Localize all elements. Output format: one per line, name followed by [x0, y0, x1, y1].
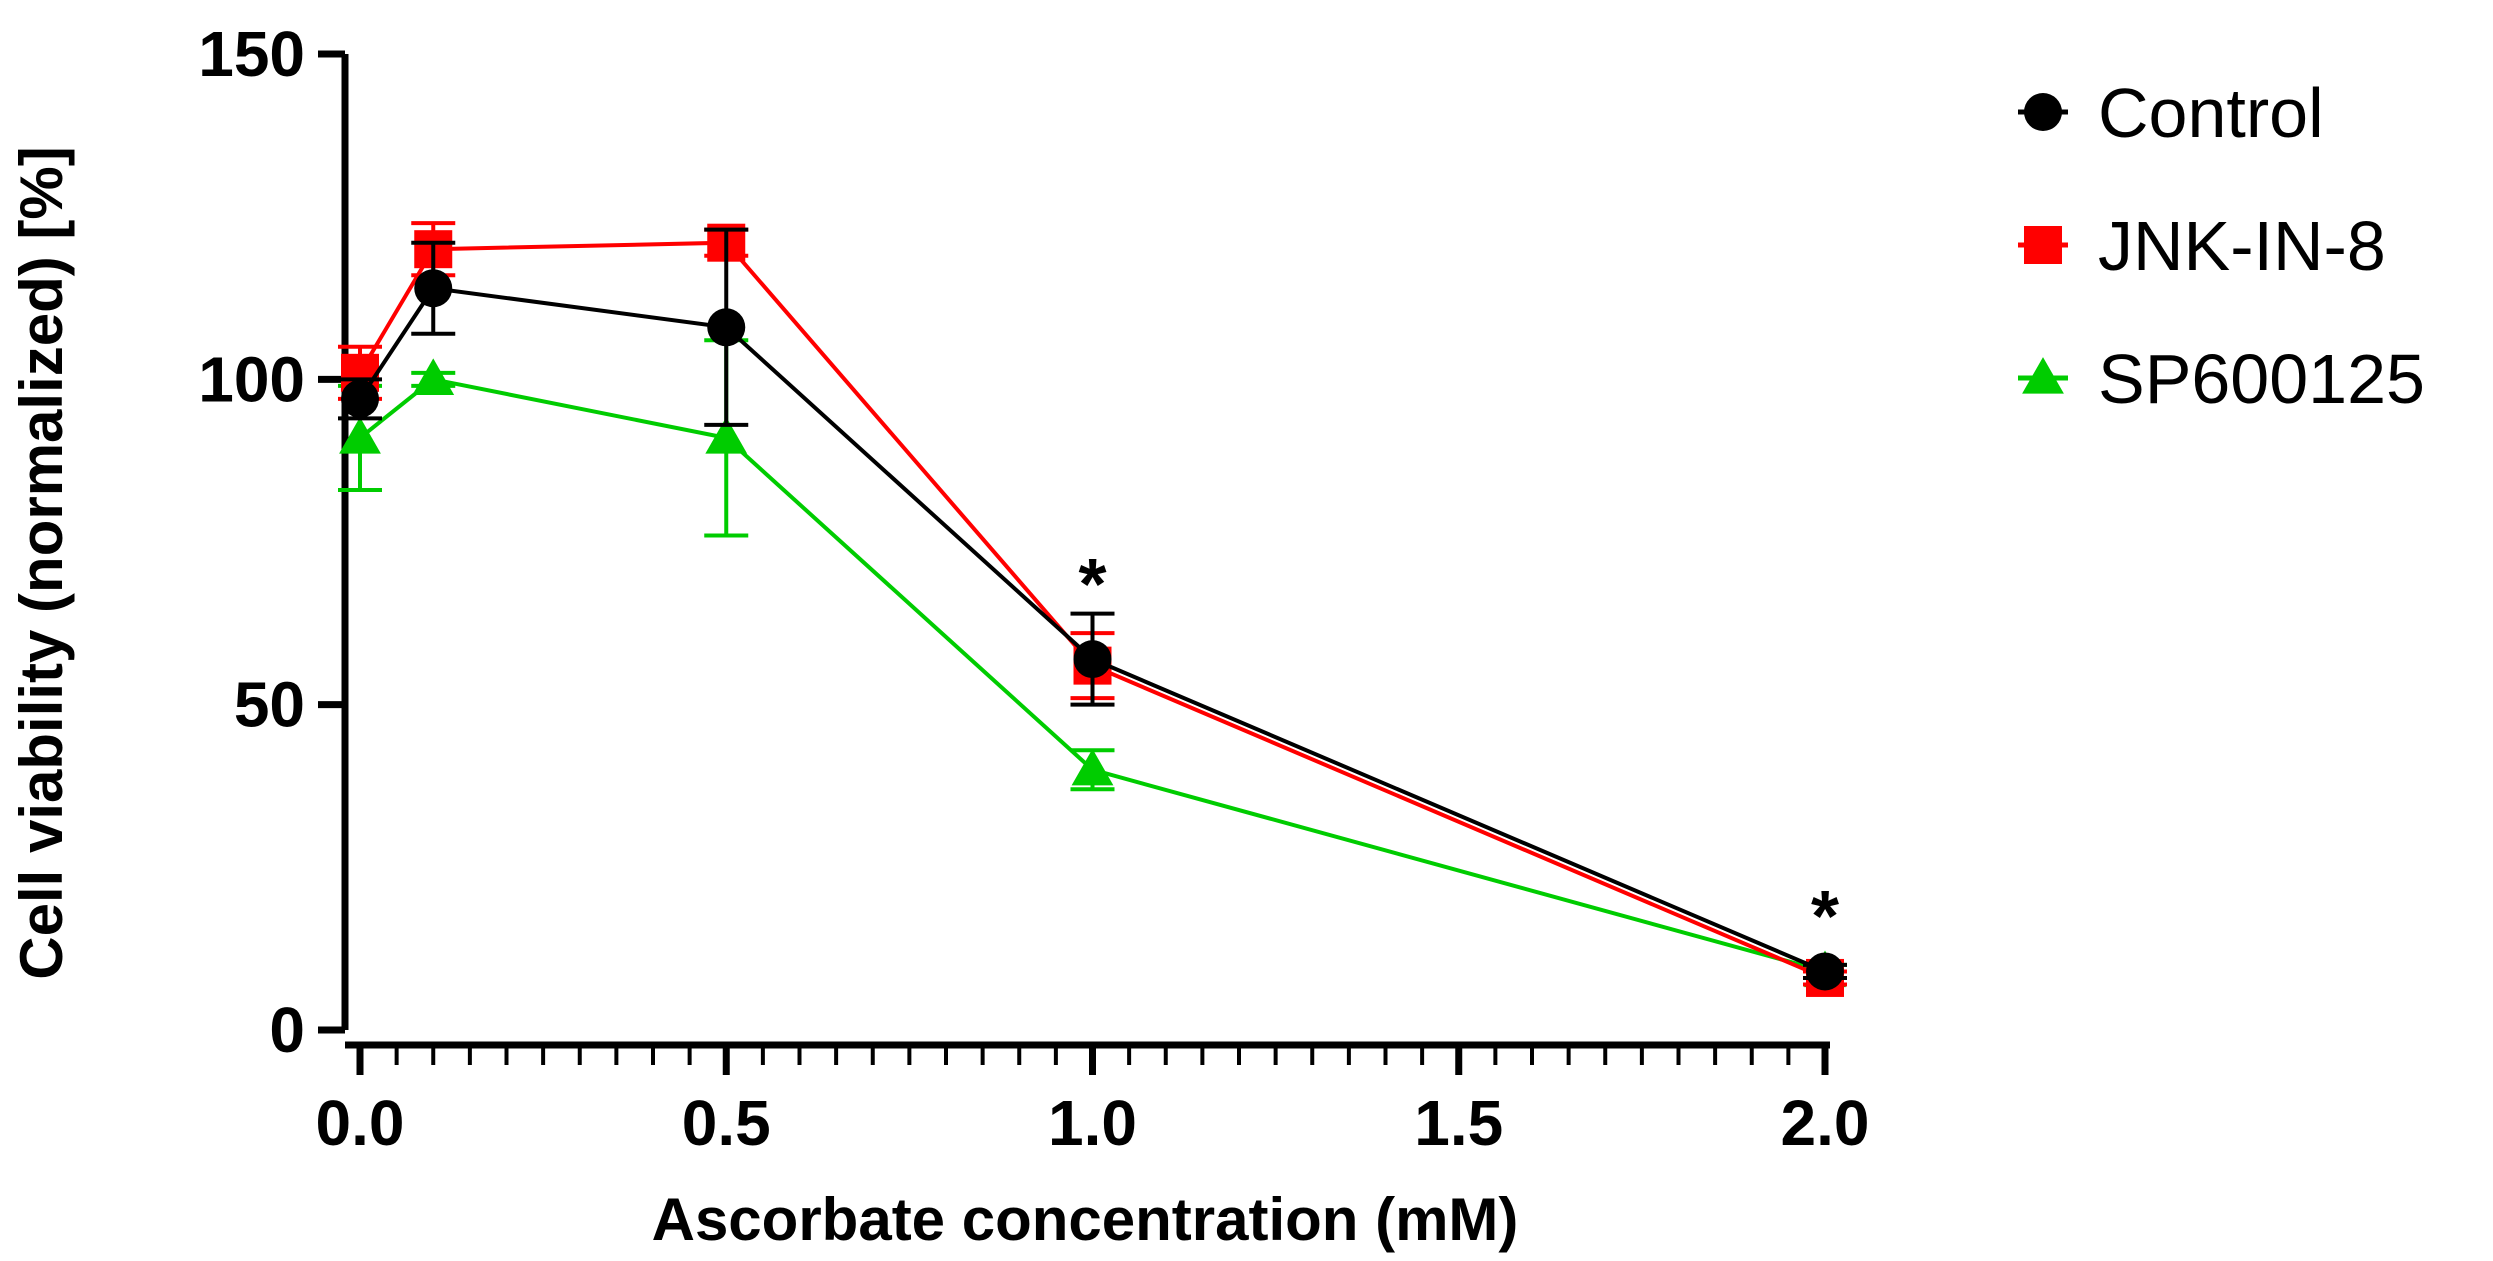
- x-tick-label: 2.0: [1781, 1087, 1870, 1159]
- legend: Control JNK-IN-8 SP600125: [2018, 74, 2425, 418]
- y-tick-label: 0: [269, 994, 305, 1066]
- data-point: [1806, 952, 1844, 991]
- annotation-layer: **: [1078, 545, 1839, 957]
- data-point: [339, 416, 381, 454]
- legend-item-control: Control: [2018, 74, 2324, 152]
- legend-marker: [2024, 93, 2062, 131]
- data-point: [705, 416, 748, 454]
- data-point: [414, 269, 453, 308]
- data-point: [341, 379, 379, 418]
- series-layer: [338, 221, 1847, 997]
- y-tick-label: 100: [198, 343, 305, 415]
- y-tick-label: 150: [198, 18, 305, 90]
- y-axis-title: Cell viability (normalized) [%]: [8, 146, 75, 979]
- significance-star: *: [1811, 877, 1839, 957]
- data-point: [412, 358, 455, 396]
- legend-label: Control: [2098, 74, 2324, 152]
- axes: 0 50 100 150 0.0 0.5 1.0 1.5 2.0: [198, 18, 1869, 1159]
- data-point: [1071, 748, 1114, 786]
- data-point: [1073, 640, 1112, 679]
- legend-item-sp600125: SP600125: [2018, 340, 2425, 418]
- legend-label: JNK-IN-8: [2098, 207, 2386, 285]
- x-tick-label: 0.0: [316, 1087, 405, 1159]
- y-tick-label: 50: [234, 669, 305, 741]
- x-tick-label: 1.5: [1414, 1087, 1503, 1159]
- x-tick-label: 1.0: [1048, 1087, 1137, 1159]
- x-tick-label: 0.5: [682, 1087, 771, 1159]
- legend-marker: [2024, 226, 2062, 264]
- data-point: [707, 308, 746, 347]
- legend-item-jnk-in-8: JNK-IN-8: [2018, 207, 2386, 285]
- legend-label: SP600125: [2098, 340, 2425, 418]
- legend-marker: [2022, 357, 2064, 394]
- significance-star: *: [1078, 545, 1106, 625]
- series-control: [338, 227, 1847, 991]
- x-axis-title: Ascorbate concentration (mM): [652, 1186, 1519, 1253]
